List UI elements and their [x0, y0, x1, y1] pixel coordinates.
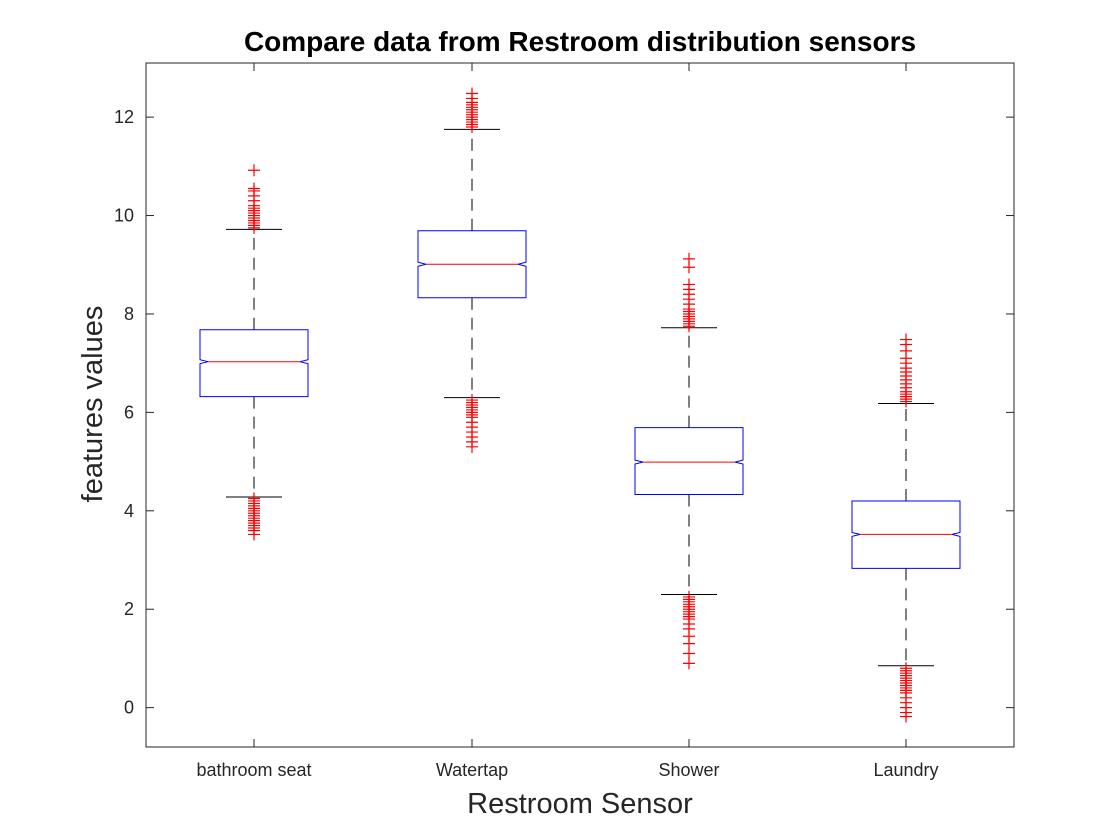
y-tick-label: 4 — [124, 501, 134, 521]
outlier-point — [900, 710, 912, 723]
outlier-point — [683, 657, 695, 670]
box — [199, 329, 309, 398]
axes-box — [145, 62, 1015, 748]
y-tick-label: 12 — [114, 107, 134, 127]
y-tick-label: 8 — [124, 304, 134, 324]
y-axis-label: features values — [77, 306, 109, 503]
x-tick-label: bathroom seat — [196, 760, 311, 780]
y-tick-label: 6 — [124, 402, 134, 422]
plot-area: 0 2 4 6 8 10 12 bathroom seat Watertap Shower Laun… — [114, 62, 1015, 780]
y-tick-label: 0 — [124, 698, 134, 718]
y-tick-label: 10 — [114, 206, 134, 226]
x-tick-label: Shower — [658, 760, 719, 780]
x-tick-label: Laundry — [873, 760, 938, 780]
outlier-point — [683, 278, 695, 291]
outlier-point — [900, 333, 912, 346]
outlier-point — [248, 182, 260, 195]
box — [851, 500, 961, 569]
outlier-point — [248, 528, 260, 541]
y-tick-label: 2 — [124, 599, 134, 619]
x-axis-label: Restroom Sensor — [467, 788, 693, 820]
box — [417, 230, 527, 299]
outlier-point — [466, 440, 478, 453]
x-tick-label: Watertap — [436, 760, 508, 780]
outlier-point — [248, 164, 260, 177]
box — [634, 427, 744, 496]
outlier-point — [683, 252, 695, 265]
chart-title: Compare data from Restroom distribution … — [244, 26, 916, 57]
outlier-point — [466, 87, 478, 100]
